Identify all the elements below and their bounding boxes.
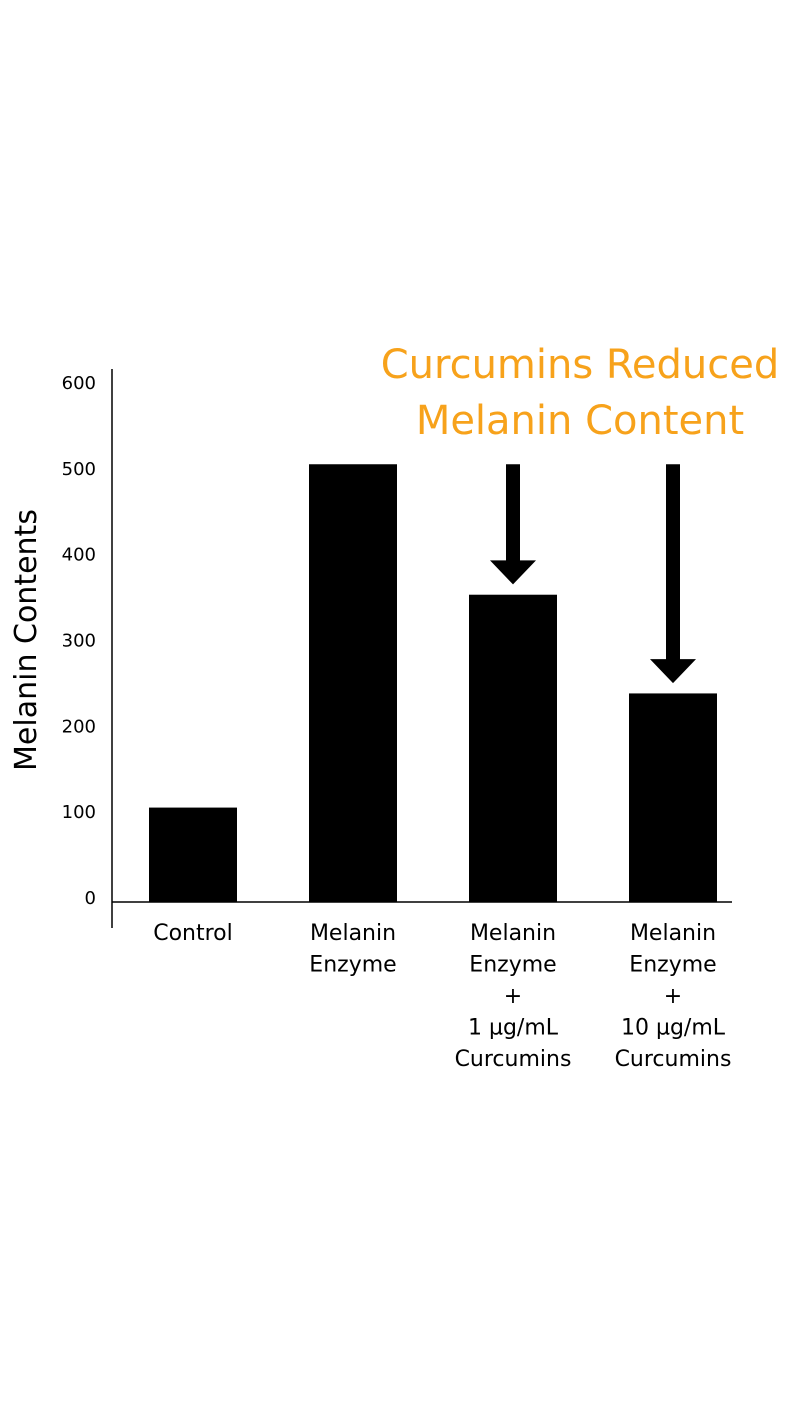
chart-title-line-2: Melanin Content [416, 398, 744, 444]
bar [149, 807, 237, 902]
y-ticks: 0 100 200 300 400 500 600 [62, 373, 96, 909]
bar [469, 594, 557, 902]
y-axis-label: Melanin Contents [9, 509, 44, 771]
y-tick-label: 600 [62, 373, 96, 394]
category-label: Melanin Enzyme +10 µg/mL Curcumins [615, 921, 732, 1072]
y-tick-label: 0 [85, 888, 96, 909]
category-label: Melanin Enzyme +1 µg/mL Curcumins [455, 921, 572, 1072]
category-label: Control [153, 921, 233, 946]
y-tick-label: 300 [62, 631, 96, 652]
category-label-line: Curcumins [615, 1047, 732, 1072]
chart-title-line-1: Curcumins Reduced [381, 342, 780, 388]
category-label-line: Enzyme [309, 953, 396, 978]
bars [149, 464, 717, 902]
category-label-line: + [504, 984, 522, 1009]
category-label-line: 10 µg/mL [621, 1016, 726, 1041]
category-labels: Control Melanin Enzyme Melanin Enzyme +1 µg/m… [153, 921, 731, 1072]
category-label-line: Control [153, 921, 233, 946]
arrows [490, 464, 696, 684]
category-label-line: Enzyme [469, 953, 556, 978]
arrow-down-icon [650, 464, 696, 684]
category-label-line: 1 µg/mL [468, 1016, 559, 1041]
arrow-down-icon [490, 464, 536, 585]
y-tick-label: 500 [62, 459, 96, 480]
category-label-line: Curcumins [455, 1047, 572, 1072]
category-label: Melanin Enzyme [309, 921, 396, 978]
category-label-line: Melanin [630, 921, 716, 946]
category-label-line: Melanin [470, 921, 556, 946]
y-tick-label: 200 [62, 716, 96, 737]
category-label-line: + [664, 984, 682, 1009]
category-label-line: Enzyme [629, 953, 716, 978]
bar [629, 693, 717, 902]
bar [309, 464, 397, 902]
category-label-line: Melanin [310, 921, 396, 946]
y-tick-label: 400 [62, 545, 96, 566]
y-tick-label: 100 [62, 802, 96, 823]
